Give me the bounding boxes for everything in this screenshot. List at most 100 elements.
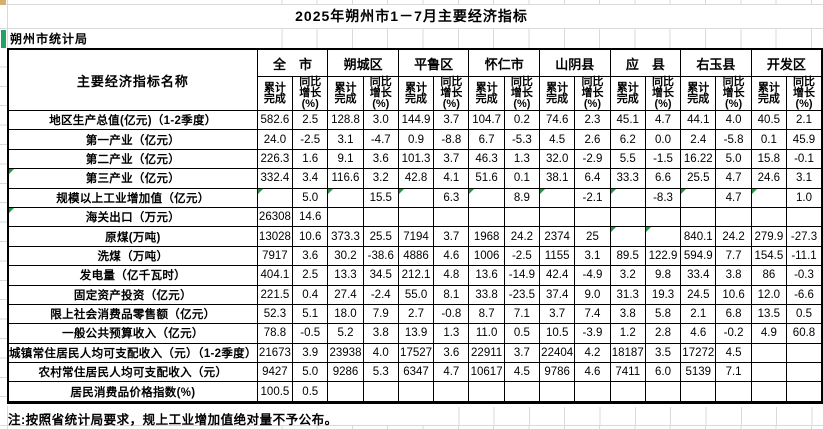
value-cell-r10-c5: -0.8 — [433, 303, 470, 325]
value-cell-r6-c6: 1968 — [468, 226, 505, 247]
value-cell-r11-c11: 2.8 — [644, 323, 682, 344]
value-cell-r7-c14: 154.5 — [750, 245, 788, 267]
table-row: 海关出口（万元） 26308 14.6 — [7, 206, 823, 228]
value-cell-r6-c9: 25 — [574, 226, 611, 247]
value-cell-r9-c1: 0.4 — [292, 284, 329, 305]
value-cell-r4-c3: 15.5 — [362, 187, 399, 208]
subheader-cumulative: 累计 完成 — [397, 76, 435, 111]
value-cell-r2-c11: -1.5 — [644, 148, 682, 170]
subheader-cumulative: 累计 完成 — [327, 76, 364, 111]
indicator-name-cell: 发电量（亿千瓦时） — [7, 265, 258, 286]
value-cell-r2-c15: -0.1 — [786, 148, 823, 170]
value-cell-r9-c4: 55.0 — [397, 284, 435, 305]
value-cell-r1-c2: 3.1 — [327, 129, 364, 150]
value-cell-r12-c8: 22404 — [539, 342, 576, 364]
subheader-yoy: 同比 增长 (%) — [786, 76, 823, 111]
region-header-6: 右玉县 — [680, 48, 752, 77]
value-cell-r2-c10: 5.5 — [609, 148, 646, 170]
error-indicator-triangle-icon — [398, 188, 404, 194]
value-cell-r3-c11: 6.6 — [644, 168, 682, 189]
region-header-0: 全 市 — [256, 48, 329, 77]
value-cell-r0-c0: 582.6 — [256, 109, 294, 131]
value-cell-r10-c12: 2.1 — [680, 303, 717, 325]
value-cell-r5-c11 — [644, 206, 682, 228]
value-cell-r4-c13: 4.7 — [715, 187, 752, 208]
value-cell-r13-c12: 5139 — [680, 362, 717, 383]
value-cell-r7-c13: 7.7 — [715, 245, 752, 267]
value-cell-r5-c2 — [327, 206, 364, 228]
value-cell-r13-c1: 5.0 — [292, 362, 329, 383]
subheader-cumulative: 累计 完成 — [539, 76, 576, 111]
value-cell-r12-c13: 4.5 — [715, 342, 752, 364]
value-cell-r0-c8: 74.6 — [539, 109, 576, 131]
value-cell-r12-c2: 23938 — [327, 342, 364, 364]
value-cell-r4-c14 — [750, 187, 788, 208]
value-cell-r7-c15: -11.1 — [786, 245, 823, 267]
value-cell-r8-c11: 9.8 — [644, 265, 682, 286]
value-cell-r6-c1: 10.6 — [292, 226, 329, 247]
value-cell-r0-c5: 3.7 — [433, 109, 470, 131]
value-cell-r13-c2: 9286 — [327, 362, 364, 383]
value-cell-r9-c3: -2.4 — [362, 284, 399, 305]
value-cell-r3-c10: 33.3 — [609, 168, 646, 189]
indicator-name-cell: 原煤(万吨) — [7, 226, 258, 247]
table-row: 限上社会消费品零售额（亿元） 52.3 5.1 18.0 7.9 2.7 -0.8 8.7 7.… — [7, 303, 823, 325]
value-cell-r2-c9: -2.9 — [574, 148, 611, 170]
value-cell-r6-c5: 3.7 — [433, 226, 470, 247]
value-cell-r9-c10: 31.3 — [609, 284, 646, 305]
value-cell-r5-c7 — [503, 206, 541, 228]
value-cell-r10-c3: 7.9 — [362, 303, 399, 325]
region-header-1: 朔城区 — [327, 48, 399, 77]
indicator-name-cell: 城镇常住居民人均可支配收入（元）（1-2季度） — [7, 342, 258, 364]
value-cell-r1-c5: -8.8 — [433, 129, 470, 150]
value-cell-r6-c8: 2374 — [539, 226, 576, 247]
value-cell-r6-c3: 25.5 — [362, 226, 399, 247]
indicator-name-cell: 农村常住居民人均可支配收入（元） — [7, 362, 258, 383]
value-cell-r11-c8: 10.5 — [539, 323, 576, 344]
subheader-yoy: 同比 增长 (%) — [644, 76, 682, 111]
table-row: 第三产业（亿元） 332.4 3.4 116.6 3.2 42.8 4.1 51.6 0.1 38… — [7, 168, 823, 189]
value-cell-r10-c13: 6.8 — [715, 303, 752, 325]
indicator-name-cell: 洗煤（万吨） — [7, 245, 258, 267]
value-cell-r12-c1: 3.9 — [292, 342, 329, 364]
value-cell-r5-c10 — [609, 206, 646, 228]
value-cell-r7-c8: 1155 — [539, 245, 576, 267]
value-cell-r8-c10: 3.2 — [609, 265, 646, 286]
value-cell-r5-c0: 26308 — [256, 206, 294, 228]
value-cell-r4-c12 — [680, 187, 717, 208]
subheader-cumulative: 累计 完成 — [680, 76, 717, 111]
indicator-name-header: 主要经济指标名称 — [7, 48, 258, 111]
value-cell-r14-c4 — [397, 381, 435, 403]
indicator-name-cell: 固定资产投资（亿元） — [7, 284, 258, 305]
subheader-cumulative: 累计 完成 — [468, 76, 505, 111]
value-cell-r14-c8 — [539, 381, 576, 403]
value-cell-r11-c3: 3.8 — [362, 323, 399, 344]
gridline-left-strip — [0, 48, 7, 405]
value-cell-r7-c4: 4886 — [397, 245, 435, 267]
gridline-note-row-ticks — [424, 407, 813, 425]
value-cell-r0-c2: 128.8 — [327, 109, 364, 131]
value-cell-r11-c1: -0.5 — [292, 323, 329, 344]
value-cell-r12-c15 — [786, 342, 823, 364]
value-cell-r1-c0: 24.0 — [256, 129, 294, 150]
value-cell-r3-c1: 3.4 — [292, 168, 329, 189]
value-cell-r8-c0: 404.1 — [256, 265, 294, 286]
value-cell-r12-c4: 17527 — [397, 342, 435, 364]
value-cell-r14-c13 — [715, 381, 752, 403]
value-cell-r4-c8 — [539, 187, 576, 208]
value-cell-r4-c11: -8.3 — [644, 187, 682, 208]
value-cell-r13-c13: 7.1 — [715, 362, 752, 383]
value-cell-r11-c2: 5.2 — [327, 323, 364, 344]
value-cell-r14-c7 — [503, 381, 541, 403]
subheader-cumulative: 累计 完成 — [750, 76, 788, 111]
value-cell-r6-c13: 24.2 — [715, 226, 752, 247]
value-cell-r12-c7: 3.7 — [503, 342, 541, 364]
value-cell-r2-c3: 3.6 — [362, 148, 399, 170]
value-cell-r1-c15: 45.9 — [786, 129, 823, 150]
value-cell-r1-c4: 0.9 — [397, 129, 435, 150]
value-cell-r13-c14 — [750, 362, 788, 383]
value-cell-r0-c7: 0.2 — [503, 109, 541, 131]
value-cell-r3-c6: 51.6 — [468, 168, 505, 189]
value-cell-r8-c2: 13.3 — [327, 265, 364, 286]
gridline-left-col-bottom — [7, 406, 8, 429]
